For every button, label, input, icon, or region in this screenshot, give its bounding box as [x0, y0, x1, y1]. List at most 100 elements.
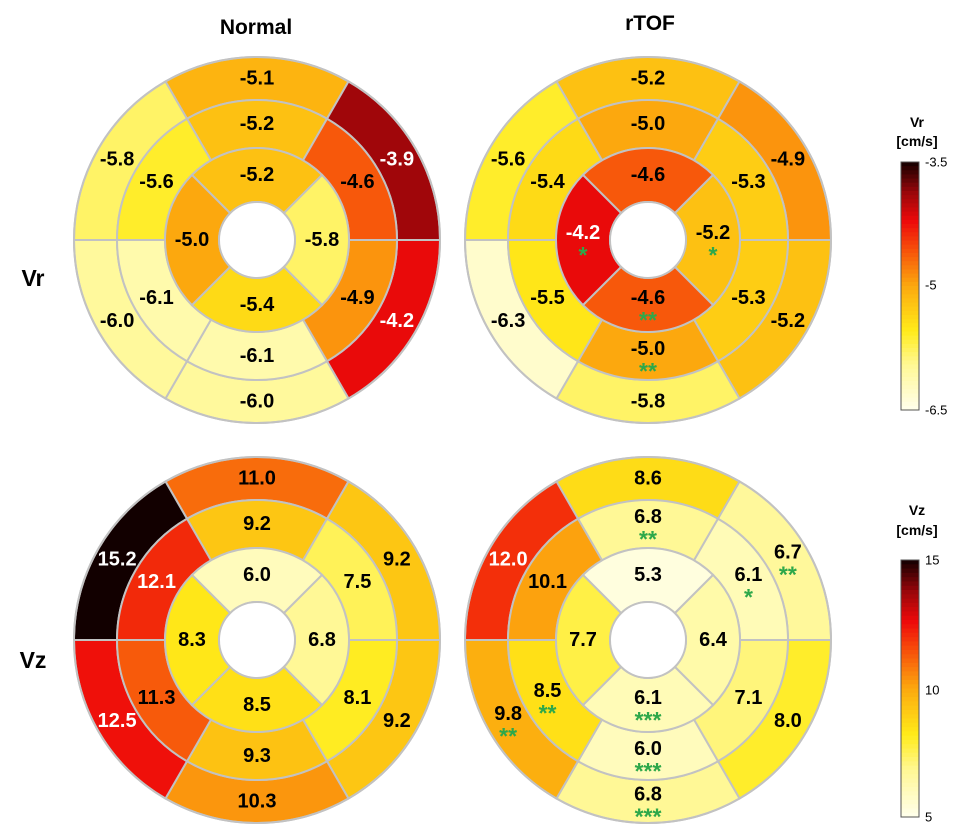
colorbar-cell	[901, 709, 919, 715]
apical-value-2: -5.2	[696, 222, 730, 244]
colorbar-cell	[901, 671, 919, 677]
colorbar-vr-title: Vr	[910, 114, 925, 130]
column-title-rtof: rTOF	[625, 12, 675, 35]
basal-value-2: -3.9	[380, 148, 414, 170]
colorbar-cell	[901, 722, 919, 728]
colorbar-cell	[901, 658, 919, 664]
colorbar-cell	[901, 343, 919, 349]
colorbar-vz-tick-bottom: 5	[925, 810, 932, 825]
apical-value-1: 6.0	[243, 564, 271, 586]
mid-value-1: -5.2	[240, 113, 274, 135]
colorbar-cell	[901, 611, 919, 617]
colorbar-vr-tick-mid: -5	[925, 278, 937, 293]
apical-value-2: -5.8	[305, 229, 339, 251]
colorbar-cell	[901, 327, 919, 333]
mid-significance-5: **	[539, 700, 557, 726]
colorbar-cell	[901, 224, 919, 229]
apical-value-1: 5.3	[634, 564, 662, 586]
basal-value-4: -6.0	[240, 391, 274, 413]
row-label-vr: Vr	[21, 265, 44, 291]
colorbar-cell	[901, 170, 919, 175]
mid-value-1: -5.0	[631, 113, 665, 135]
mid-significance-2: *	[744, 584, 753, 610]
colorbar-cell	[901, 577, 919, 583]
colorbar-vz-title: Vz	[909, 502, 925, 518]
bullseye-plot-rtof-vr: -5.2 -4.9 -5.2 -5.8 -6.3 -5.6 -5.0 -5.3 -5.3 -5.0…	[463, 56, 833, 424]
outer-ring-border	[73, 456, 441, 824]
colorbar-cell	[901, 364, 919, 370]
colorbar-cell	[901, 190, 919, 196]
colorbar-cell	[901, 765, 919, 771]
colorbar-cell	[901, 211, 919, 217]
colorbar-cell	[901, 645, 919, 651]
colorbar-cell	[901, 649, 919, 655]
colorbar-cell	[901, 277, 919, 283]
colorbar-cell	[901, 199, 919, 204]
apical-value-3: -4.6	[631, 287, 665, 309]
colorbar-cell	[901, 662, 919, 668]
apical-value-2: 6.8	[308, 629, 336, 651]
basal-significance-2: **	[779, 561, 797, 587]
basal-value-3: 8.0	[774, 710, 802, 732]
mid-value-3: -5.3	[731, 287, 765, 309]
mid-value-1: 6.8	[634, 506, 662, 528]
colorbar-cell	[901, 769, 919, 775]
colorbar-cell	[901, 294, 919, 299]
mid-value-5: -5.5	[530, 287, 564, 309]
colorbar-cell	[901, 731, 919, 737]
mid-value-3: 7.1	[735, 687, 763, 709]
colorbar-cell	[901, 585, 919, 591]
outer-ring-border	[464, 56, 832, 424]
colorbar-cell	[901, 385, 919, 390]
colorbar-cell	[901, 705, 919, 711]
basal-value-6: -5.6	[491, 148, 525, 170]
basal-value-5: -6.0	[100, 310, 134, 332]
apical-significance-3: ***	[635, 707, 662, 733]
colorbar-cell	[901, 628, 919, 634]
colorbar-cell	[901, 594, 919, 600]
mid-value-2: 6.1	[735, 564, 763, 586]
colorbar-cell	[901, 598, 919, 604]
basal-value-5: -6.3	[491, 310, 525, 332]
colorbar-cell	[901, 744, 919, 750]
basal-value-1: 8.6	[634, 468, 662, 490]
apical-value-4: -5.0	[175, 229, 209, 251]
center-hole	[218, 201, 296, 279]
colorbar-cell	[901, 331, 919, 337]
basal-value-6: 12.0	[489, 548, 528, 570]
colorbar-cell	[901, 203, 919, 209]
basal-value-6: -5.8	[100, 148, 134, 170]
center-hole	[218, 601, 296, 679]
colorbar-cell	[901, 248, 919, 254]
colorbar-cell	[901, 675, 919, 681]
basal-significance-5: **	[499, 723, 517, 749]
colorbar-cell	[901, 162, 919, 167]
colorbar-cell	[901, 393, 919, 399]
colorbar-cell	[901, 401, 919, 407]
basal-significance-4: ***	[635, 804, 662, 830]
colorbar-cell	[901, 257, 919, 262]
colorbar-cell	[901, 372, 919, 378]
colorbar-vz-tick-top: 15	[925, 553, 939, 568]
colorbar-vr-gradient	[900, 161, 920, 411]
colorbar-cell	[901, 735, 919, 741]
colorbar-cell	[901, 624, 919, 630]
colorbar-cell	[901, 774, 919, 780]
colorbar-cell	[901, 252, 919, 258]
colorbar-cell	[901, 684, 919, 690]
colorbar-cell	[901, 178, 919, 184]
colorbar-cell	[901, 314, 919, 320]
basal-value-3: 9.2	[383, 710, 411, 732]
colorbar-cell	[901, 302, 919, 308]
basal-value-4: 6.8	[634, 784, 662, 806]
colorbar-cell	[901, 564, 919, 570]
mid-value-6: -5.6	[139, 171, 173, 193]
basal-value-1: 11.0	[238, 468, 276, 490]
colorbar-cell	[901, 607, 919, 612]
colorbar-cell	[901, 688, 919, 694]
colorbar-cell	[901, 389, 919, 395]
basal-value-2: 6.7	[774, 541, 802, 563]
column-title-normal: Normal	[220, 16, 292, 39]
colorbar-cell	[901, 228, 919, 233]
colorbar-cell	[901, 782, 919, 788]
